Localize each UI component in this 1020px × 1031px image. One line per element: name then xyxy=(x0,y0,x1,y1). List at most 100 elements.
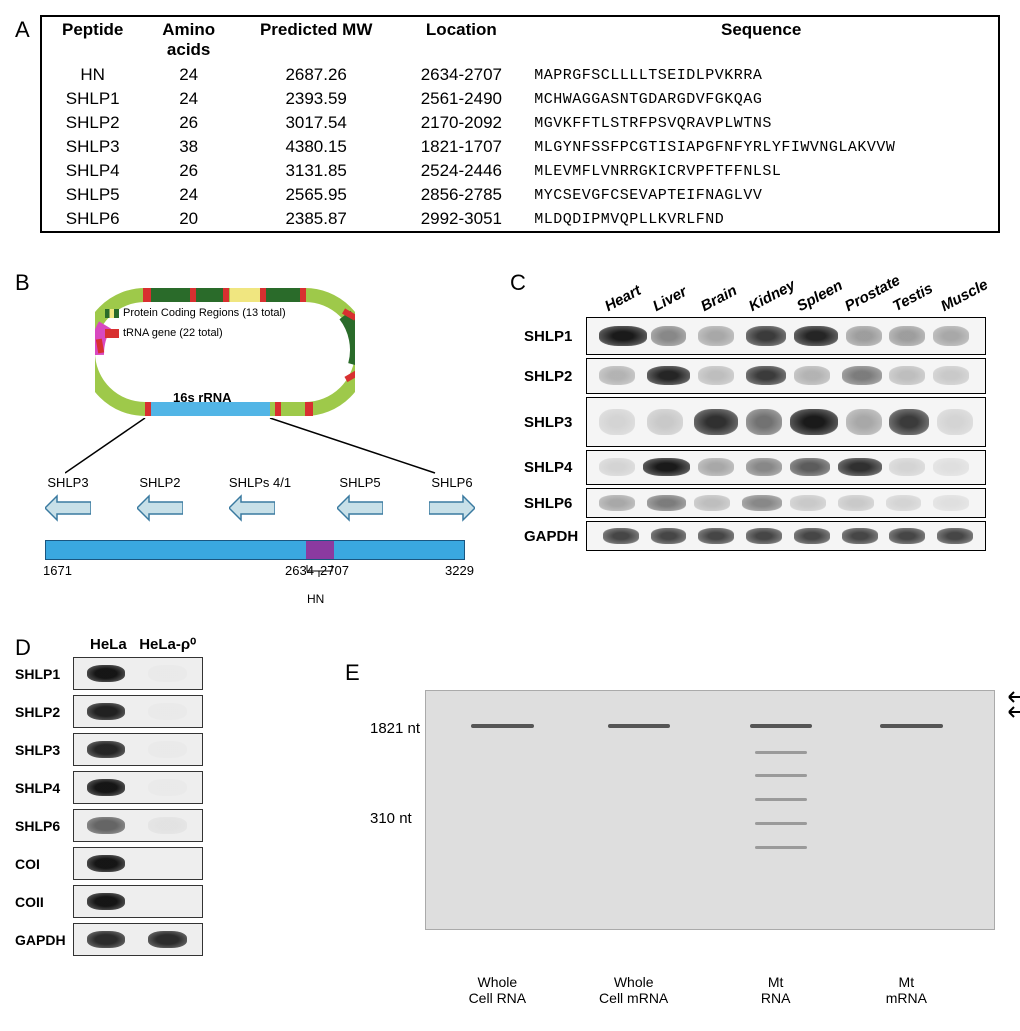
gel-band xyxy=(750,724,812,728)
table-row: SHLP3 38 4380.15 1821-1707 MLGYNFSSFPCGT… xyxy=(41,135,999,159)
cell-peptide: SHLP2 xyxy=(41,111,143,135)
blot-d-band xyxy=(87,893,125,910)
blot-d-label: SHLP2 xyxy=(15,704,73,720)
shlp-arrow-row: SHLP3 SHLP2 SHLPs 4/1 SHLP5 SHLP6 xyxy=(45,475,475,523)
panel-c-label: C xyxy=(510,270,526,296)
cell-loc: 1821-1707 xyxy=(398,135,524,159)
peptide-table: Peptide Aminoacids Predicted MW Location… xyxy=(40,15,1000,233)
cell-peptide: SHLP6 xyxy=(41,207,143,232)
arrow-label: SHLP3 xyxy=(45,475,91,490)
cell-seq: MCHWAGGASNTGDARGDVFGKQAG xyxy=(524,87,999,111)
cell-peptide: SHLP1 xyxy=(41,87,143,111)
legend-text-trna: tRNA gene (22 total) xyxy=(123,325,223,343)
blot-band xyxy=(790,458,830,476)
blot-image xyxy=(586,358,986,394)
cell-seq: MLEVMFLVNRRGKICRVPFTFFNLSL xyxy=(524,159,999,183)
blot-band xyxy=(647,366,691,385)
panel-e: E 1821 nt 310 nt WholeCell RNAWholeCell … xyxy=(345,655,1005,930)
blot-d-row: COI xyxy=(15,847,275,880)
blot-band xyxy=(599,458,635,476)
blot-d-label: SHLP4 xyxy=(15,780,73,796)
gel-band xyxy=(755,822,806,825)
blot-d-row: SHLP6 xyxy=(15,809,275,842)
blot-d-band xyxy=(148,931,186,948)
cell-loc: 2524-2446 xyxy=(398,159,524,183)
blot-d-image xyxy=(73,885,203,918)
th-aa: Aminoacids xyxy=(143,16,234,63)
gel-band xyxy=(755,751,806,754)
table-row: SHLP2 26 3017.54 2170-2092 MGVKFFTLSTRFP… xyxy=(41,111,999,135)
bar-label-3229: 3229 xyxy=(445,563,474,578)
blot-image xyxy=(586,317,986,355)
tissue-label: Kidney xyxy=(746,277,798,315)
blot-d-label: SHLP3 xyxy=(15,742,73,758)
cell-mw: 2393.59 xyxy=(234,87,399,111)
cell-seq: MLDQDIPMVQPLLKVRLFND xyxy=(524,207,999,232)
cell-mw: 3017.54 xyxy=(234,111,399,135)
gel-lane-label: WholeCell mRNA xyxy=(574,974,694,1006)
blot-band xyxy=(599,495,635,510)
blot-band xyxy=(746,366,786,385)
blot-d-image xyxy=(73,695,203,728)
legend-text-protein: Protein Coding Regions (13 total) xyxy=(123,305,286,323)
blot-band xyxy=(647,409,683,435)
panel-c: C HeartLiverBrainKidneySpleenProstateTes… xyxy=(510,265,1000,615)
tissue-label: Liver xyxy=(650,283,690,315)
table-row: HN 24 2687.26 2634-2707 MAPRGFSCLLLLTSEI… xyxy=(41,63,999,87)
arrow-label: SHLP6 xyxy=(429,475,475,490)
blot-d-band xyxy=(87,779,125,796)
blot-band xyxy=(842,366,882,385)
blot-band xyxy=(694,495,730,510)
th-seq: Sequence xyxy=(524,16,999,63)
header-hela: HeLa xyxy=(90,636,127,653)
gel-image: WholeCell RNAWholeCell mRNAMtRNAMtmRNA xyxy=(425,690,995,930)
blot-band xyxy=(603,528,639,543)
cell-peptide: SHLP5 xyxy=(41,183,143,207)
blot-row-label: SHLP3 xyxy=(524,414,586,431)
gel-size-1821: 1821 nt xyxy=(370,720,420,737)
cell-aa: 24 xyxy=(143,87,234,111)
panel-a: A Peptide Aminoacids Predicted MW Locati… xyxy=(40,15,1000,233)
hn-region xyxy=(306,541,334,559)
blot-d-label: COI xyxy=(15,856,73,872)
arrow-label: SHLP5 xyxy=(337,475,383,490)
cell-loc: 2170-2092 xyxy=(398,111,524,135)
blot-row: SHLP2 xyxy=(524,358,1000,394)
blot-band xyxy=(846,409,882,435)
table-row: SHLP6 20 2385.87 2992-3051 MLDQDIPMVQPLL… xyxy=(41,207,999,232)
blot-band xyxy=(794,528,830,543)
blot-band xyxy=(889,528,925,543)
blot-band xyxy=(889,458,925,476)
cell-seq: MYCSEVGFCSEVAPTEIFNAGLVV xyxy=(524,183,999,207)
blot-band xyxy=(599,409,635,435)
cell-aa: 38 xyxy=(143,135,234,159)
table-row: SHLP1 24 2393.59 2561-2490 MCHWAGGASNTGD… xyxy=(41,87,999,111)
blot-d-label: SHLP1 xyxy=(15,666,73,682)
header-hela-rho: HeLa-ρ⁰ xyxy=(139,636,196,653)
blot-d-row: SHLP4 xyxy=(15,771,275,804)
panel-b-label: B xyxy=(15,270,30,296)
cell-mw: 2385.87 xyxy=(234,207,399,232)
gel-band xyxy=(880,724,942,728)
blot-band xyxy=(933,366,969,385)
table-row: SHLP4 26 3131.85 2524-2446 MLEVMFLVNRRGK… xyxy=(41,159,999,183)
label-16s-rrna: 16s rRNA xyxy=(173,390,232,405)
gel-lane-label: WholeCell RNA xyxy=(437,974,557,1006)
blot-d-band xyxy=(87,817,125,834)
th-peptide: Peptide xyxy=(41,16,143,63)
blot-band xyxy=(933,326,969,346)
tissue-label: Heart xyxy=(602,282,644,315)
blot-d-band xyxy=(148,779,186,796)
blot-band xyxy=(698,366,734,385)
cell-aa: 24 xyxy=(143,183,234,207)
gel-band xyxy=(755,774,806,777)
blot-row: SHLP4 xyxy=(524,450,1000,485)
blot-band xyxy=(937,528,973,543)
blot-band xyxy=(838,458,882,476)
shlp-arrow-item: SHLP2 xyxy=(137,475,183,523)
blot-d-band xyxy=(87,741,125,758)
connector-lines xyxy=(65,418,445,478)
blot-d-row: GAPDH xyxy=(15,923,275,956)
blot-row-label: GAPDH xyxy=(524,528,586,545)
mito-genome-oval xyxy=(95,275,355,430)
